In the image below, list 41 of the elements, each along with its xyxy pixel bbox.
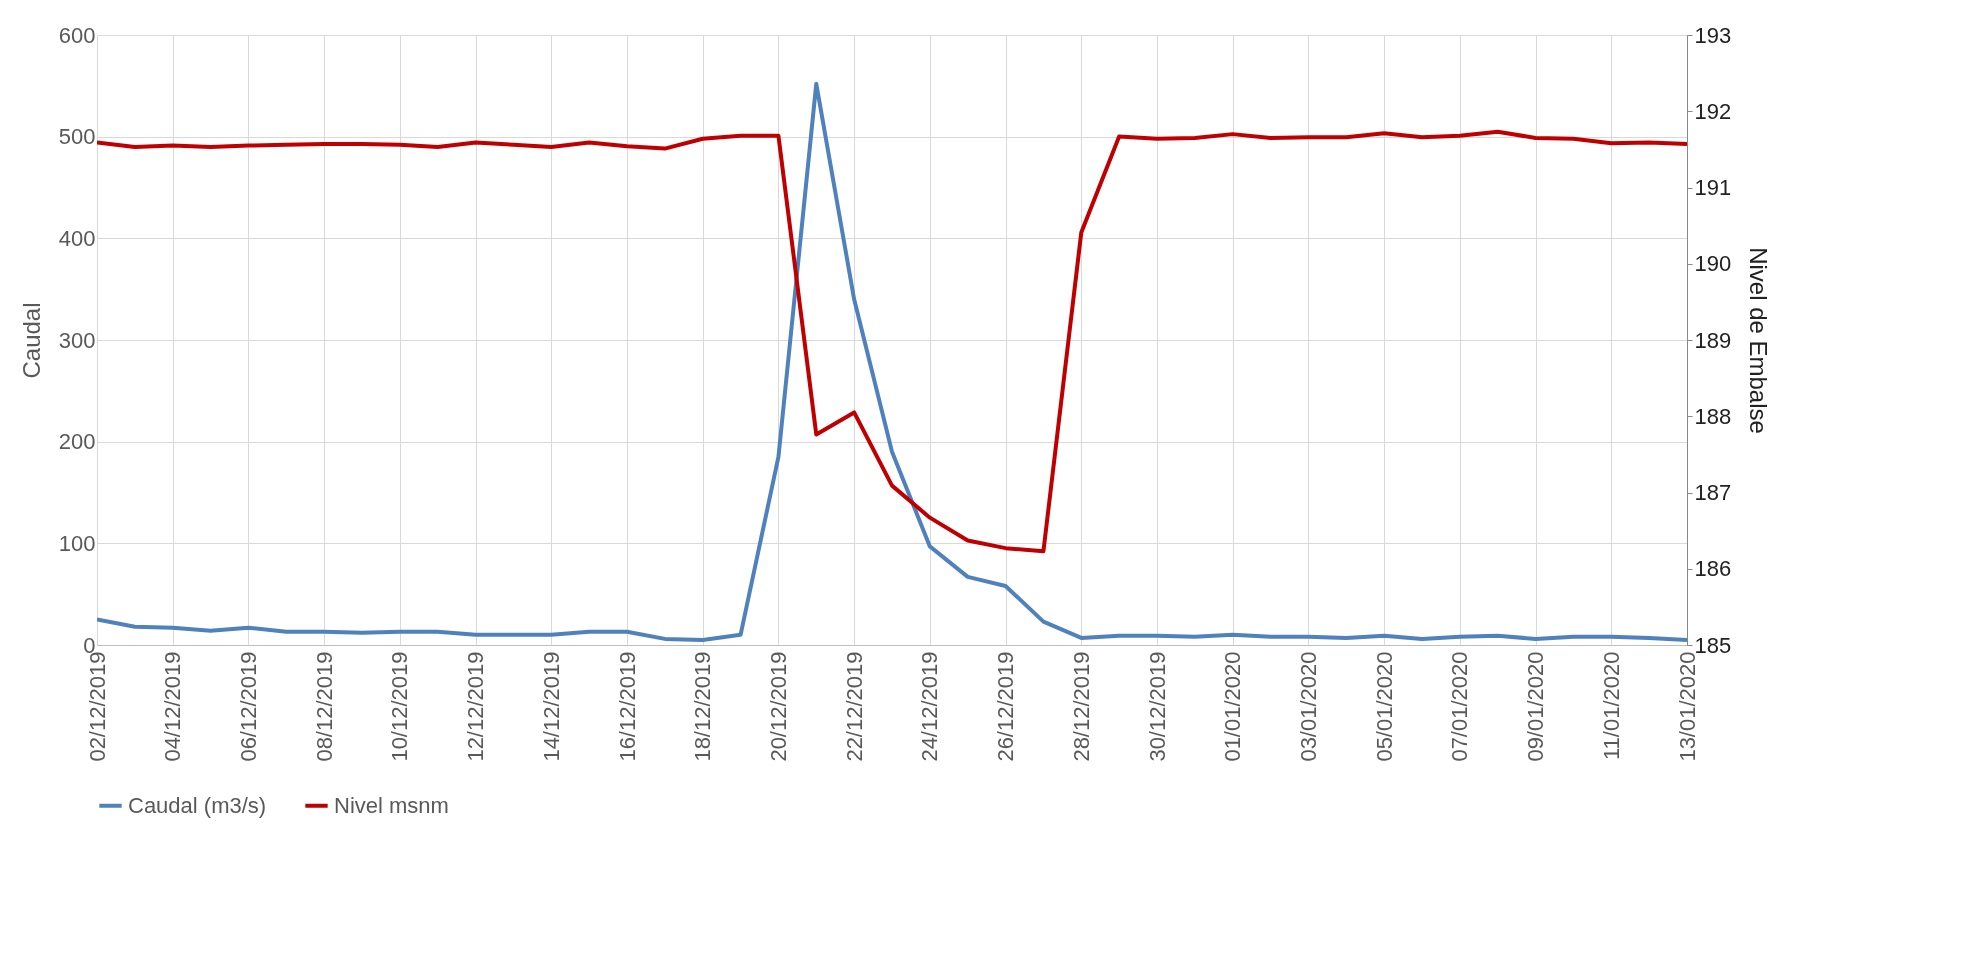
x-tick-label: 03/01/2020 <box>1295 651 1321 762</box>
y-tick-label: 200 <box>58 429 96 455</box>
y2-tick-label: 192 <box>1694 98 1732 124</box>
y-tick-label: 500 <box>58 124 96 150</box>
y2-tick-label: 185 <box>1694 632 1732 658</box>
y2-tick-label: 187 <box>1694 480 1732 505</box>
x-tick-label: 28/12/2019 <box>1068 651 1094 762</box>
x-tick-label: 01/01/2020 <box>1220 651 1246 762</box>
x-tick-label: 09/01/2020 <box>1523 651 1549 762</box>
y2-tick-label: 190 <box>1694 251 1732 277</box>
x-tick-label: 20/12/2019 <box>765 651 791 762</box>
line-series <box>97 129 1687 554</box>
y-tick-label: 100 <box>58 530 96 556</box>
x-tick-label: 11/01/2020 <box>1598 651 1624 760</box>
legend-label: Nivel msnm <box>334 792 449 818</box>
y2-tick-label: 191 <box>1694 175 1732 200</box>
line-series <box>97 81 1687 642</box>
legend-label: Caudal (m3/s) <box>128 792 267 818</box>
x-tick-label: 12/12/2019 <box>463 651 489 762</box>
x-tick-label: 08/12/2019 <box>311 651 337 762</box>
x-tick-label: 05/01/2020 <box>1371 651 1397 762</box>
x-tick-label: 26/12/2019 <box>993 651 1019 762</box>
x-tick-label: 24/12/2019 <box>917 651 943 762</box>
y-tick-label: 400 <box>58 225 96 251</box>
y-axis-title: Caudal <box>17 302 45 379</box>
y2-axis-title: Nivel de Embalse <box>1745 247 1773 434</box>
x-tick-label: 22/12/2019 <box>841 651 867 762</box>
y2-tick-label: 193 <box>1694 22 1732 48</box>
x-tick-label: 07/01/2020 <box>1447 651 1473 762</box>
y2-tick-label: 188 <box>1694 403 1732 429</box>
y-tick-label: 300 <box>58 327 96 353</box>
x-tick-label: 30/12/2019 <box>1144 651 1170 762</box>
y2-tick-label: 186 <box>1694 556 1732 582</box>
x-tick-label: 10/12/2019 <box>387 651 413 762</box>
x-tick-label: 18/12/2019 <box>690 651 716 762</box>
y2-tick-label: 189 <box>1694 327 1732 353</box>
x-tick-label: 04/12/2019 <box>160 651 186 762</box>
y-tick-label: 600 <box>58 22 96 48</box>
x-tick-label: 06/12/2019 <box>235 651 261 762</box>
x-tick-label: 16/12/2019 <box>614 651 640 762</box>
x-tick-label: 14/12/2019 <box>538 651 564 762</box>
